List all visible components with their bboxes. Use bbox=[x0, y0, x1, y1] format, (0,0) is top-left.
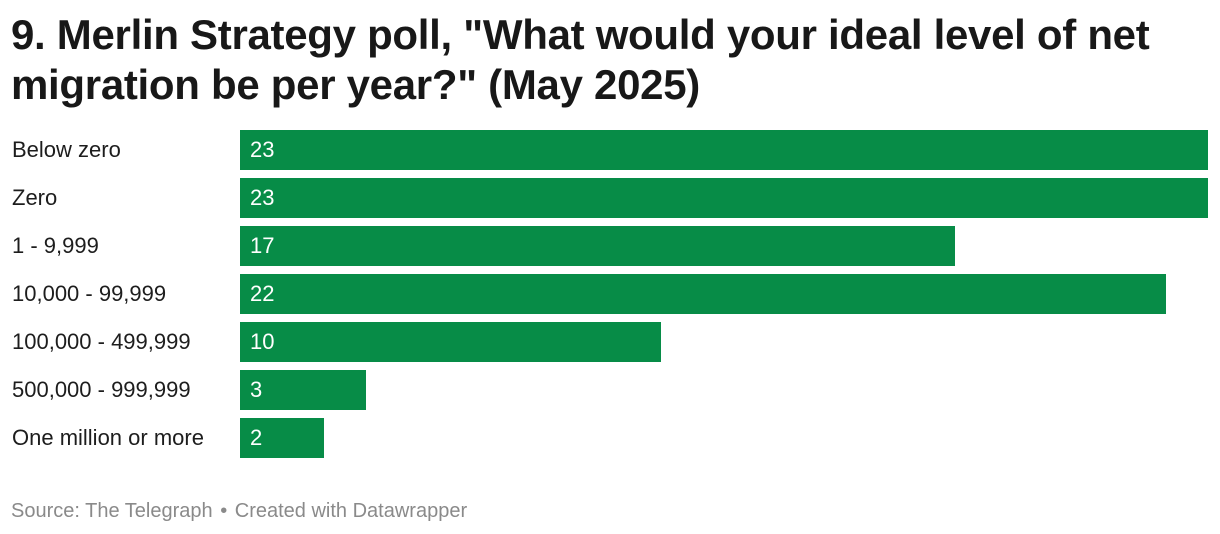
bar-value-label: 3 bbox=[250, 377, 263, 402]
bar-row: 1 - 9,999 17 bbox=[0, 226, 1220, 266]
category-label: 1 - 9,999 bbox=[12, 233, 99, 258]
chart-footer: Source: The Telegraph • Created with Dat… bbox=[11, 497, 467, 525]
bar-chart: Below zero 23 Zero 23 1 - 9,999 17 10,000 - 99… bbox=[0, 130, 1220, 460]
bar-value-label: 17 bbox=[250, 233, 275, 258]
bar-row: 10,000 - 99,999 22 bbox=[0, 274, 1220, 314]
bar-value-label: 2 bbox=[250, 425, 263, 450]
bar bbox=[240, 178, 1208, 218]
bar bbox=[240, 130, 1208, 170]
bar-value-label: 23 bbox=[250, 185, 275, 210]
category-label: 100,000 - 499,999 bbox=[12, 329, 191, 354]
bar-value-label: 23 bbox=[250, 137, 275, 162]
bar bbox=[240, 322, 661, 362]
bar bbox=[240, 418, 324, 458]
source-text: Source: The Telegraph bbox=[11, 500, 213, 522]
footer-separator: • bbox=[220, 500, 228, 522]
bar-row: 500,000 - 999,999 3 bbox=[0, 370, 1220, 410]
credit-text: Created with Datawrapper bbox=[234, 500, 468, 522]
category-label: Below zero bbox=[12, 137, 121, 162]
bar-row: 100,000 - 499,999 10 bbox=[0, 322, 1220, 362]
bar-row: One million or more 2 bbox=[0, 418, 1220, 458]
bar-row: Below zero 23 bbox=[0, 130, 1220, 170]
bar bbox=[240, 370, 366, 410]
bar bbox=[240, 274, 1166, 314]
category-label: 500,000 - 999,999 bbox=[12, 377, 191, 402]
category-label: Zero bbox=[12, 185, 58, 210]
bar bbox=[240, 226, 955, 266]
category-label: 10,000 - 99,999 bbox=[12, 281, 167, 306]
category-label: One million or more bbox=[12, 425, 204, 450]
bar-value-label: 10 bbox=[250, 329, 275, 354]
chart-title: 9. Merlin Strategy poll, "What would you… bbox=[11, 11, 1150, 108]
bar-value-label: 22 bbox=[250, 281, 275, 306]
bar-row: Zero 23 bbox=[0, 178, 1220, 218]
